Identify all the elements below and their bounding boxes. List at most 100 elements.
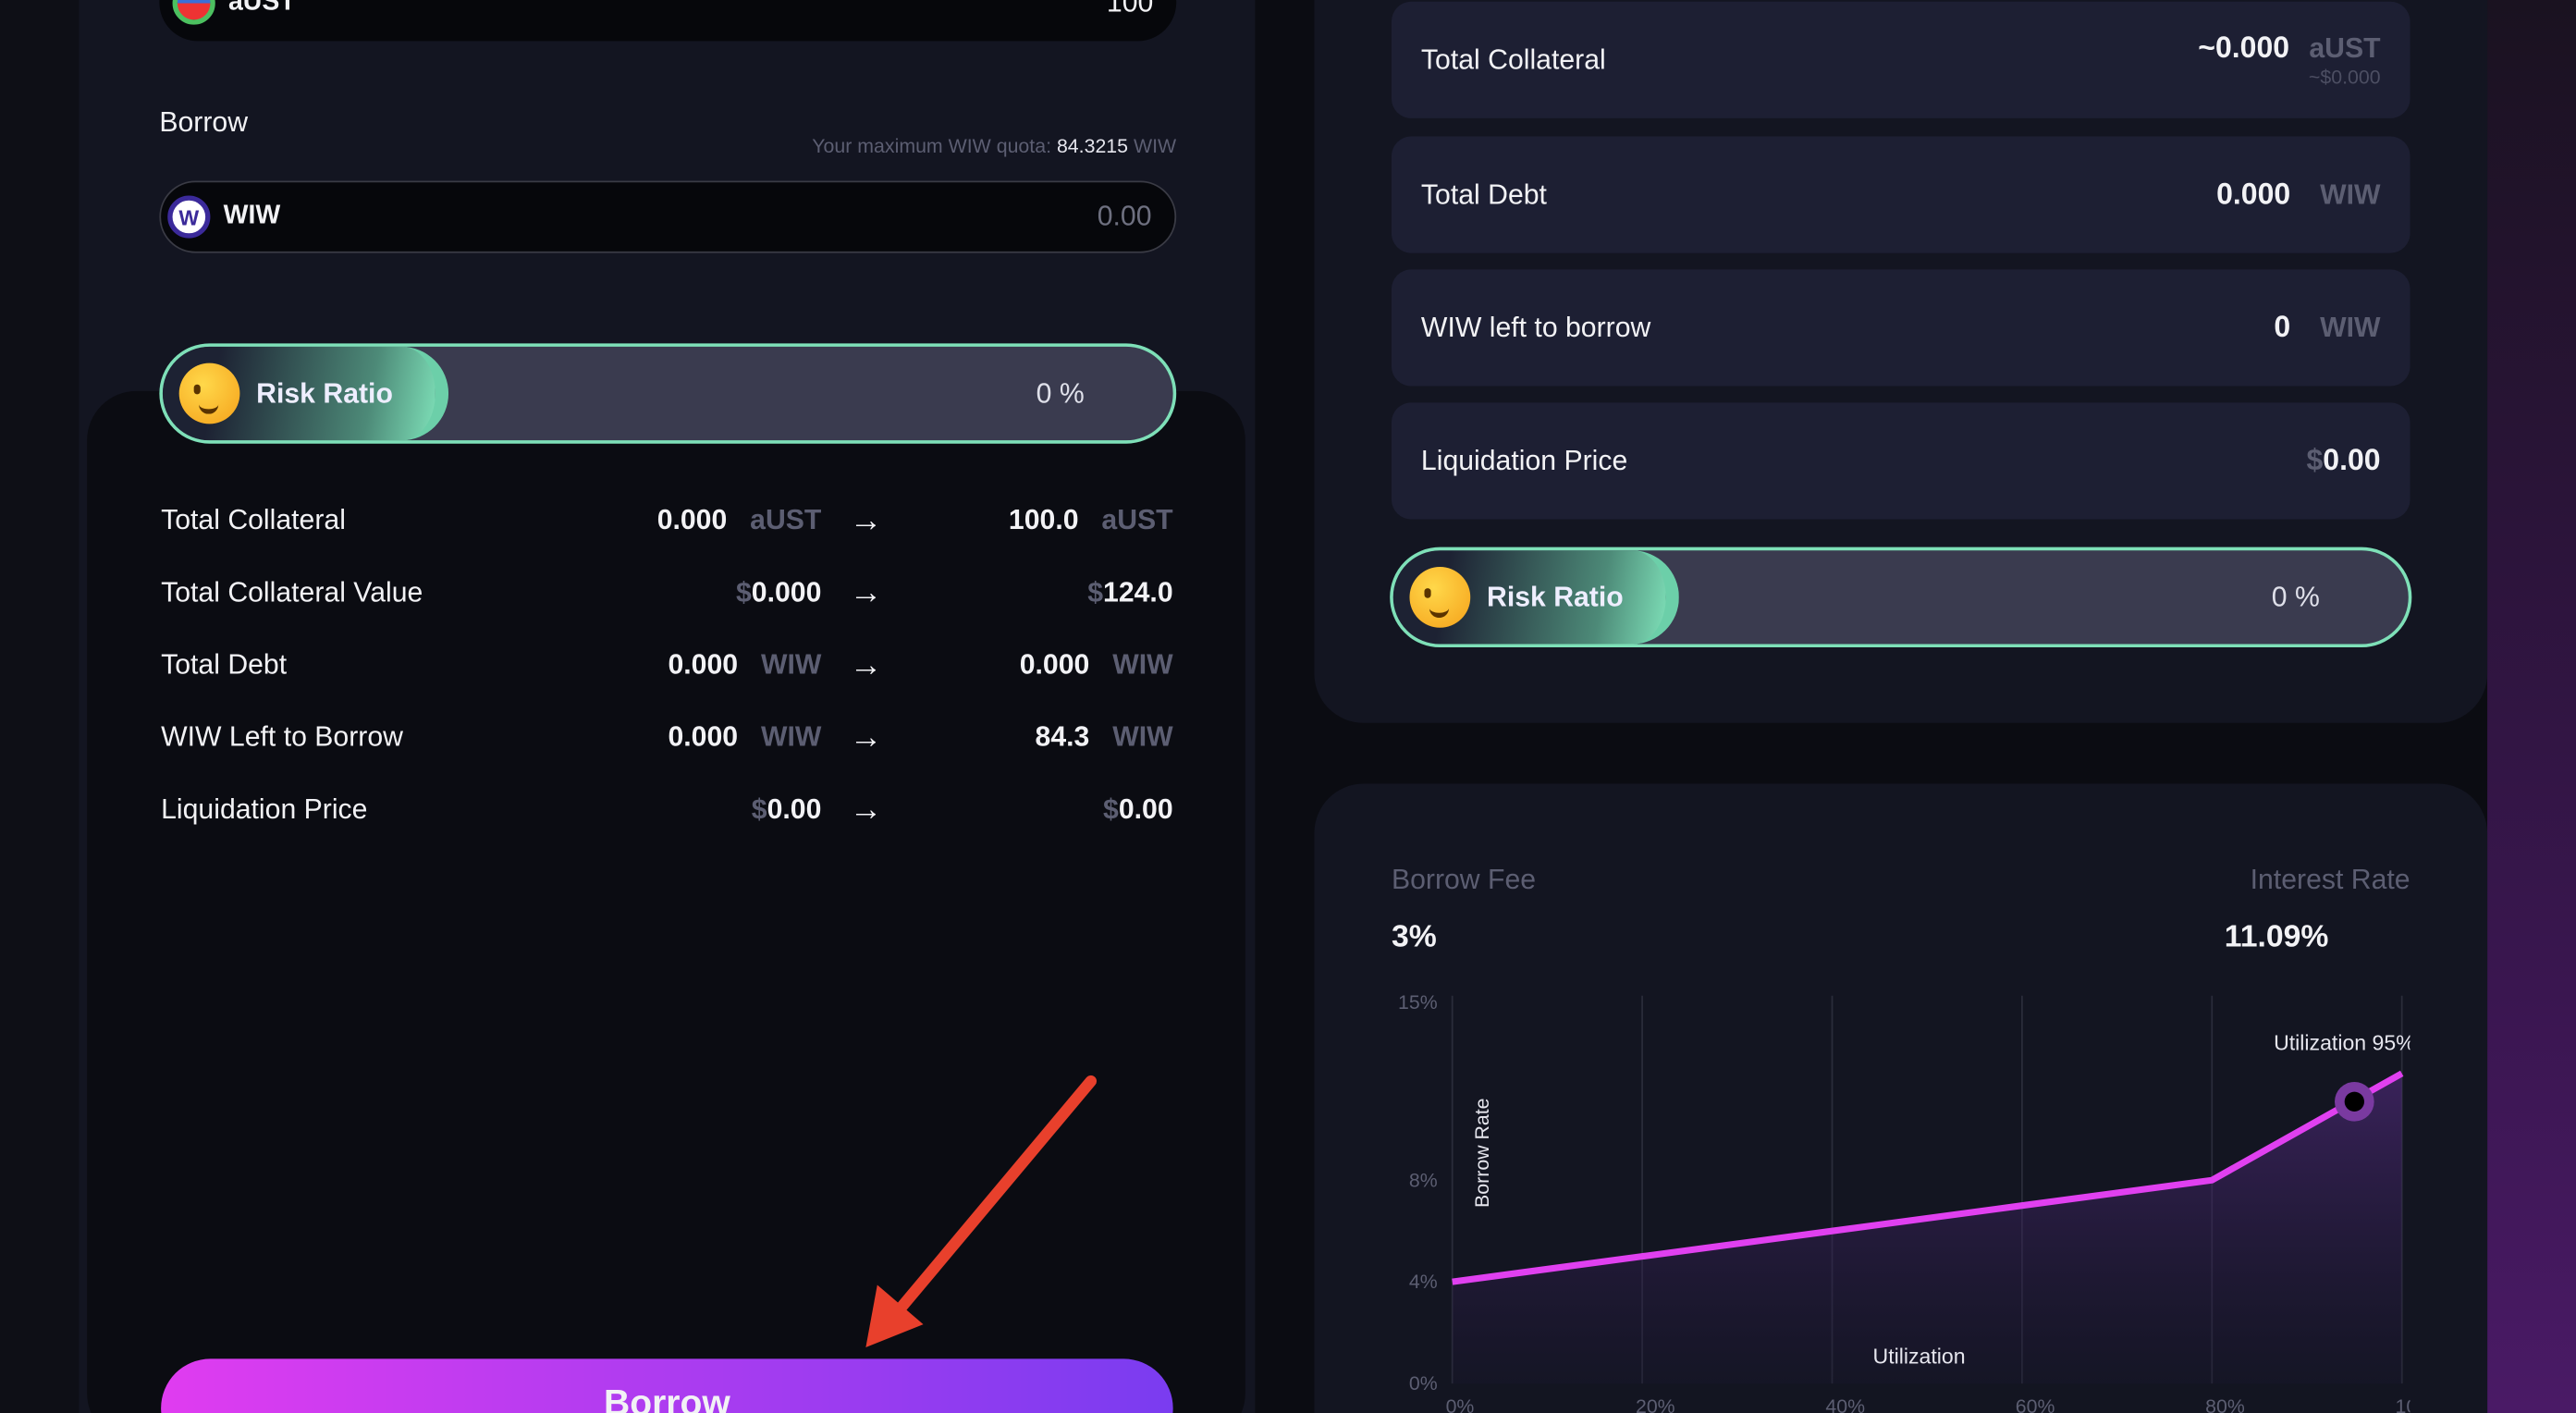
arrow-right-icon: → xyxy=(849,501,883,538)
x-axis-label: Utilization xyxy=(1873,1345,1966,1369)
value: 0.00 xyxy=(2323,443,2381,477)
amount: 0.000 xyxy=(668,721,739,753)
risk-ratio-value: 0 % xyxy=(1036,376,1085,409)
amount: 0.000 xyxy=(668,648,739,681)
summary-card xyxy=(87,390,1245,1413)
unit: WIW xyxy=(2320,178,2381,210)
arrow-right-icon: → xyxy=(849,719,883,756)
y-tick-label: 15% xyxy=(1398,991,1438,1014)
summary-row: Total Collateral Value $0.000 → $124.0 xyxy=(161,573,1173,613)
unit: aUST xyxy=(2309,32,2381,65)
collateral-amount[interactable]: 100 xyxy=(1106,0,1154,18)
x-tick-label: 40% xyxy=(1825,1395,1865,1413)
row-label: WIW Left to Borrow xyxy=(161,721,403,753)
usd-value: ~$0.000 xyxy=(2308,66,2381,89)
from-value: 0.000 aUST xyxy=(592,504,822,537)
interest-rate-label: Interest Rate xyxy=(2250,864,2410,896)
marker-label: Utilization 95% xyxy=(2274,1030,2410,1054)
currency: $ xyxy=(2306,443,2324,477)
quota-text: Your maximum WIW quota: 84.3215 WIW xyxy=(812,135,1176,158)
position-risk-ratio-bar: Risk Ratio 0 % xyxy=(1390,547,2412,648)
summary-row: WIW Left to Borrow 0.000 WIW → 84.3 WIW xyxy=(161,718,1173,757)
x-tick-label: 80% xyxy=(2205,1395,2245,1413)
amount: 124.0 xyxy=(1103,576,1173,608)
value: ~0.000 xyxy=(2198,31,2290,65)
amount: 84.3 xyxy=(1035,721,1090,753)
x-tick-label: 60% xyxy=(2016,1395,2055,1413)
amount: 0.000 xyxy=(1019,648,1090,681)
background-glow xyxy=(2487,0,2576,1413)
from-value: 0.000 WIW xyxy=(592,648,822,682)
quota-value: 84.3215 xyxy=(1056,134,1129,158)
y-tick-label: 4% xyxy=(1409,1271,1438,1293)
position-total-debt: Total Debt 0.000 WIW xyxy=(1391,136,2410,253)
unit: WIW xyxy=(760,721,822,753)
arrow-right-icon: → xyxy=(849,791,883,828)
borrow-amount-input[interactable]: W WIW 0.00 xyxy=(159,180,1177,253)
position-total-collateral: Total Collateral ~0.000 aUST ~$0.000 xyxy=(1391,1,2410,118)
to-value: $124.0 xyxy=(910,577,1172,610)
x-tick-label: 0% xyxy=(1446,1395,1475,1413)
amount: 0.000 xyxy=(656,504,728,536)
amount: 0.000 xyxy=(751,576,822,608)
left-gutter xyxy=(0,0,80,1413)
borrow-token: WIW xyxy=(223,202,281,230)
unit: WIW xyxy=(1112,721,1173,753)
label: WIW left to borrow xyxy=(1420,311,1651,343)
risk-ratio-label: Risk Ratio xyxy=(256,376,393,409)
amount: 100.0 xyxy=(1008,504,1079,536)
quota-unit: WIW xyxy=(1133,134,1177,158)
row-label: Total Debt xyxy=(161,648,288,681)
from-value: $0.000 xyxy=(592,576,822,610)
summary-row: Total Collateral 0.000 aUST → 100.0 aUST xyxy=(161,501,1173,541)
currency: $ xyxy=(735,576,752,608)
to-value: 0.000 WIW xyxy=(910,648,1173,682)
from-value: $0.00 xyxy=(592,793,822,827)
interest-rate-value: 11.09% xyxy=(2224,920,2329,955)
label: Total Collateral xyxy=(1420,43,1606,75)
unit: WIW xyxy=(760,648,822,681)
collateral-input[interactable]: aUST 100 xyxy=(159,0,1177,42)
amount: 0.00 xyxy=(767,793,822,825)
row-label: Total Collateral Value xyxy=(161,576,423,608)
unit: WIW xyxy=(2320,311,2381,343)
label: Total Debt xyxy=(1420,178,1547,210)
risk-ratio-value: 0 % xyxy=(2271,581,2320,612)
risk-ratio-label: Risk Ratio xyxy=(1487,581,1624,612)
label: Liquidation Price xyxy=(1420,444,1628,476)
to-value: 84.3 WIW xyxy=(910,721,1173,755)
risk-ratio-handle[interactable]: Risk Ratio xyxy=(1392,550,1679,645)
to-value: $0.00 xyxy=(910,793,1173,827)
risk-ratio-handle[interactable]: Risk Ratio xyxy=(162,346,449,441)
borrow-amount-placeholder[interactable]: 0.00 xyxy=(1097,200,1152,232)
unit: aUST xyxy=(750,504,822,536)
rate-line xyxy=(1452,1070,2404,1285)
y-axis-label: Borrow Rate xyxy=(1471,1098,1493,1207)
borrow-button[interactable]: Borrow xyxy=(161,1358,1173,1413)
to-value: 100.0 aUST xyxy=(910,504,1173,537)
value: 0 xyxy=(2274,310,2291,344)
y-tick-label: 8% xyxy=(1409,1169,1438,1191)
x-tick-label: 100% xyxy=(2396,1395,2410,1413)
utilization-marker xyxy=(2344,1091,2364,1112)
position-liquidation-price: Liquidation Price $0.00 xyxy=(1391,402,2410,520)
summary-row: Liquidation Price $0.00 → $0.00 xyxy=(161,791,1173,830)
quota-label: Your maximum WIW quota: xyxy=(812,134,1052,158)
y-tick-label: 0% xyxy=(1409,1372,1438,1395)
x-tick-label: 20% xyxy=(1636,1395,1675,1413)
unit: aUST xyxy=(1101,504,1173,536)
summary-row: Total Debt 0.000 WIW → 0.000 WIW xyxy=(161,645,1173,685)
borrow-label: Borrow xyxy=(159,106,249,139)
borrow-rate-chart: 0% 20% 40% 60% 80% 100% 0% 4% 8% 15% Utilization 9… xyxy=(1380,977,2410,1413)
currency: $ xyxy=(751,793,767,825)
row-label: Total Collateral xyxy=(161,504,346,536)
currency: $ xyxy=(1103,793,1119,825)
arrow-right-icon: → xyxy=(849,573,883,611)
collateral-token: aUST xyxy=(227,0,296,16)
borrow-fee-value: 3% xyxy=(1391,920,1437,955)
row-label: Liquidation Price xyxy=(161,793,368,825)
winking-face-icon xyxy=(178,362,240,424)
from-value: 0.000 WIW xyxy=(592,721,822,755)
